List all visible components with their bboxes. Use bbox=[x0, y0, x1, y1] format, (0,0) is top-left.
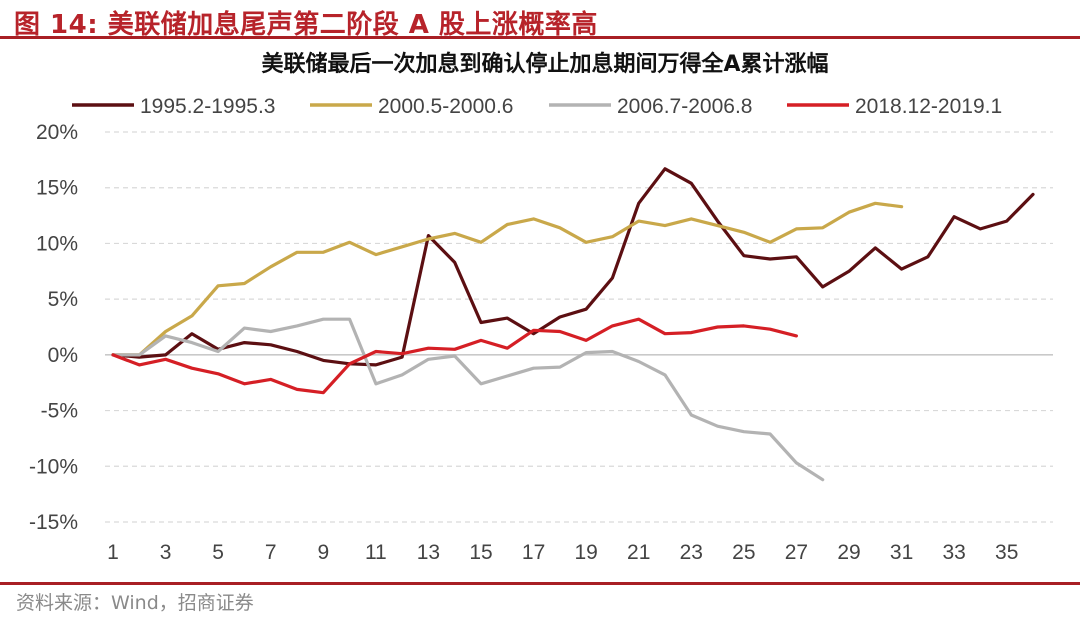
x-tick-label: 33 bbox=[942, 541, 965, 564]
series-line bbox=[111, 317, 825, 482]
x-tick-label: 7 bbox=[265, 541, 277, 564]
figure-label: 图 14: bbox=[14, 10, 99, 40]
legend: 1995.2-1995.3 2000.5-2000.6 2006.7-2006.8 2… bbox=[72, 95, 1002, 118]
legend-label: 2006.7-2006.8 bbox=[617, 95, 752, 118]
line-chart: 美联储最后一次加息到确认停止加息期间万得全A累计涨幅 1995.2-1995.3… bbox=[29, 51, 1053, 564]
source-note: 资料来源：Wind，招商证券 bbox=[16, 592, 254, 614]
header-rule bbox=[0, 36, 1080, 39]
x-tick-label: 19 bbox=[574, 541, 597, 564]
chart-title: 美联储最后一次加息到确认停止加息期间万得全A累计涨幅 bbox=[261, 51, 828, 77]
y-tick-label: 10% bbox=[36, 232, 78, 255]
y-tick-label: -10% bbox=[29, 455, 78, 478]
y-tick-label: 0% bbox=[48, 344, 78, 367]
x-tick-label: 29 bbox=[837, 541, 860, 564]
y-axis: -15% -10% -5% 0% 5% 10% 15% 20% bbox=[29, 121, 78, 534]
x-tick-label: 15 bbox=[469, 541, 492, 564]
y-tick-label: -15% bbox=[29, 511, 78, 534]
legend-label: 2000.5-2000.6 bbox=[378, 95, 513, 118]
series-line bbox=[111, 167, 1035, 367]
y-tick-label: 15% bbox=[36, 177, 78, 200]
x-tick-label: 13 bbox=[417, 541, 440, 564]
x-tick-label: 31 bbox=[890, 541, 913, 564]
x-tick-label: 5 bbox=[212, 541, 224, 564]
legend-label: 2018.12-2019.1 bbox=[855, 95, 1002, 118]
x-tick-label: 17 bbox=[522, 541, 545, 564]
series-line bbox=[111, 317, 799, 395]
legend-label: 1995.2-1995.3 bbox=[140, 95, 275, 118]
x-tick-label: 3 bbox=[160, 541, 172, 564]
series-line bbox=[111, 201, 904, 357]
y-tick-label: 20% bbox=[36, 121, 78, 144]
x-tick-label: 35 bbox=[995, 541, 1018, 564]
x-tick-label: 1 bbox=[107, 541, 119, 564]
x-tick-label: 23 bbox=[680, 541, 703, 564]
x-tick-label: 9 bbox=[317, 541, 329, 564]
footer-rule bbox=[0, 582, 1080, 585]
x-axis: 1 3 5 7 9 11 13 15 17 19 21 23 25 27 29 31 33 35 bbox=[107, 541, 1018, 564]
x-tick-label: 11 bbox=[365, 541, 387, 564]
x-tick-label: 25 bbox=[732, 541, 755, 564]
figure-caption: 图 14: 美联储加息尾声第二阶段 A 股上涨概率高 bbox=[14, 4, 598, 41]
x-tick-label: 27 bbox=[785, 541, 808, 564]
y-tick-label: -5% bbox=[41, 400, 78, 423]
figure-caption-text: 美联储加息尾声第二阶段 A 股上涨概率高 bbox=[107, 10, 598, 40]
x-tick-label: 21 bbox=[627, 541, 650, 564]
y-tick-label: 5% bbox=[48, 288, 78, 311]
series-lines bbox=[111, 167, 1035, 482]
